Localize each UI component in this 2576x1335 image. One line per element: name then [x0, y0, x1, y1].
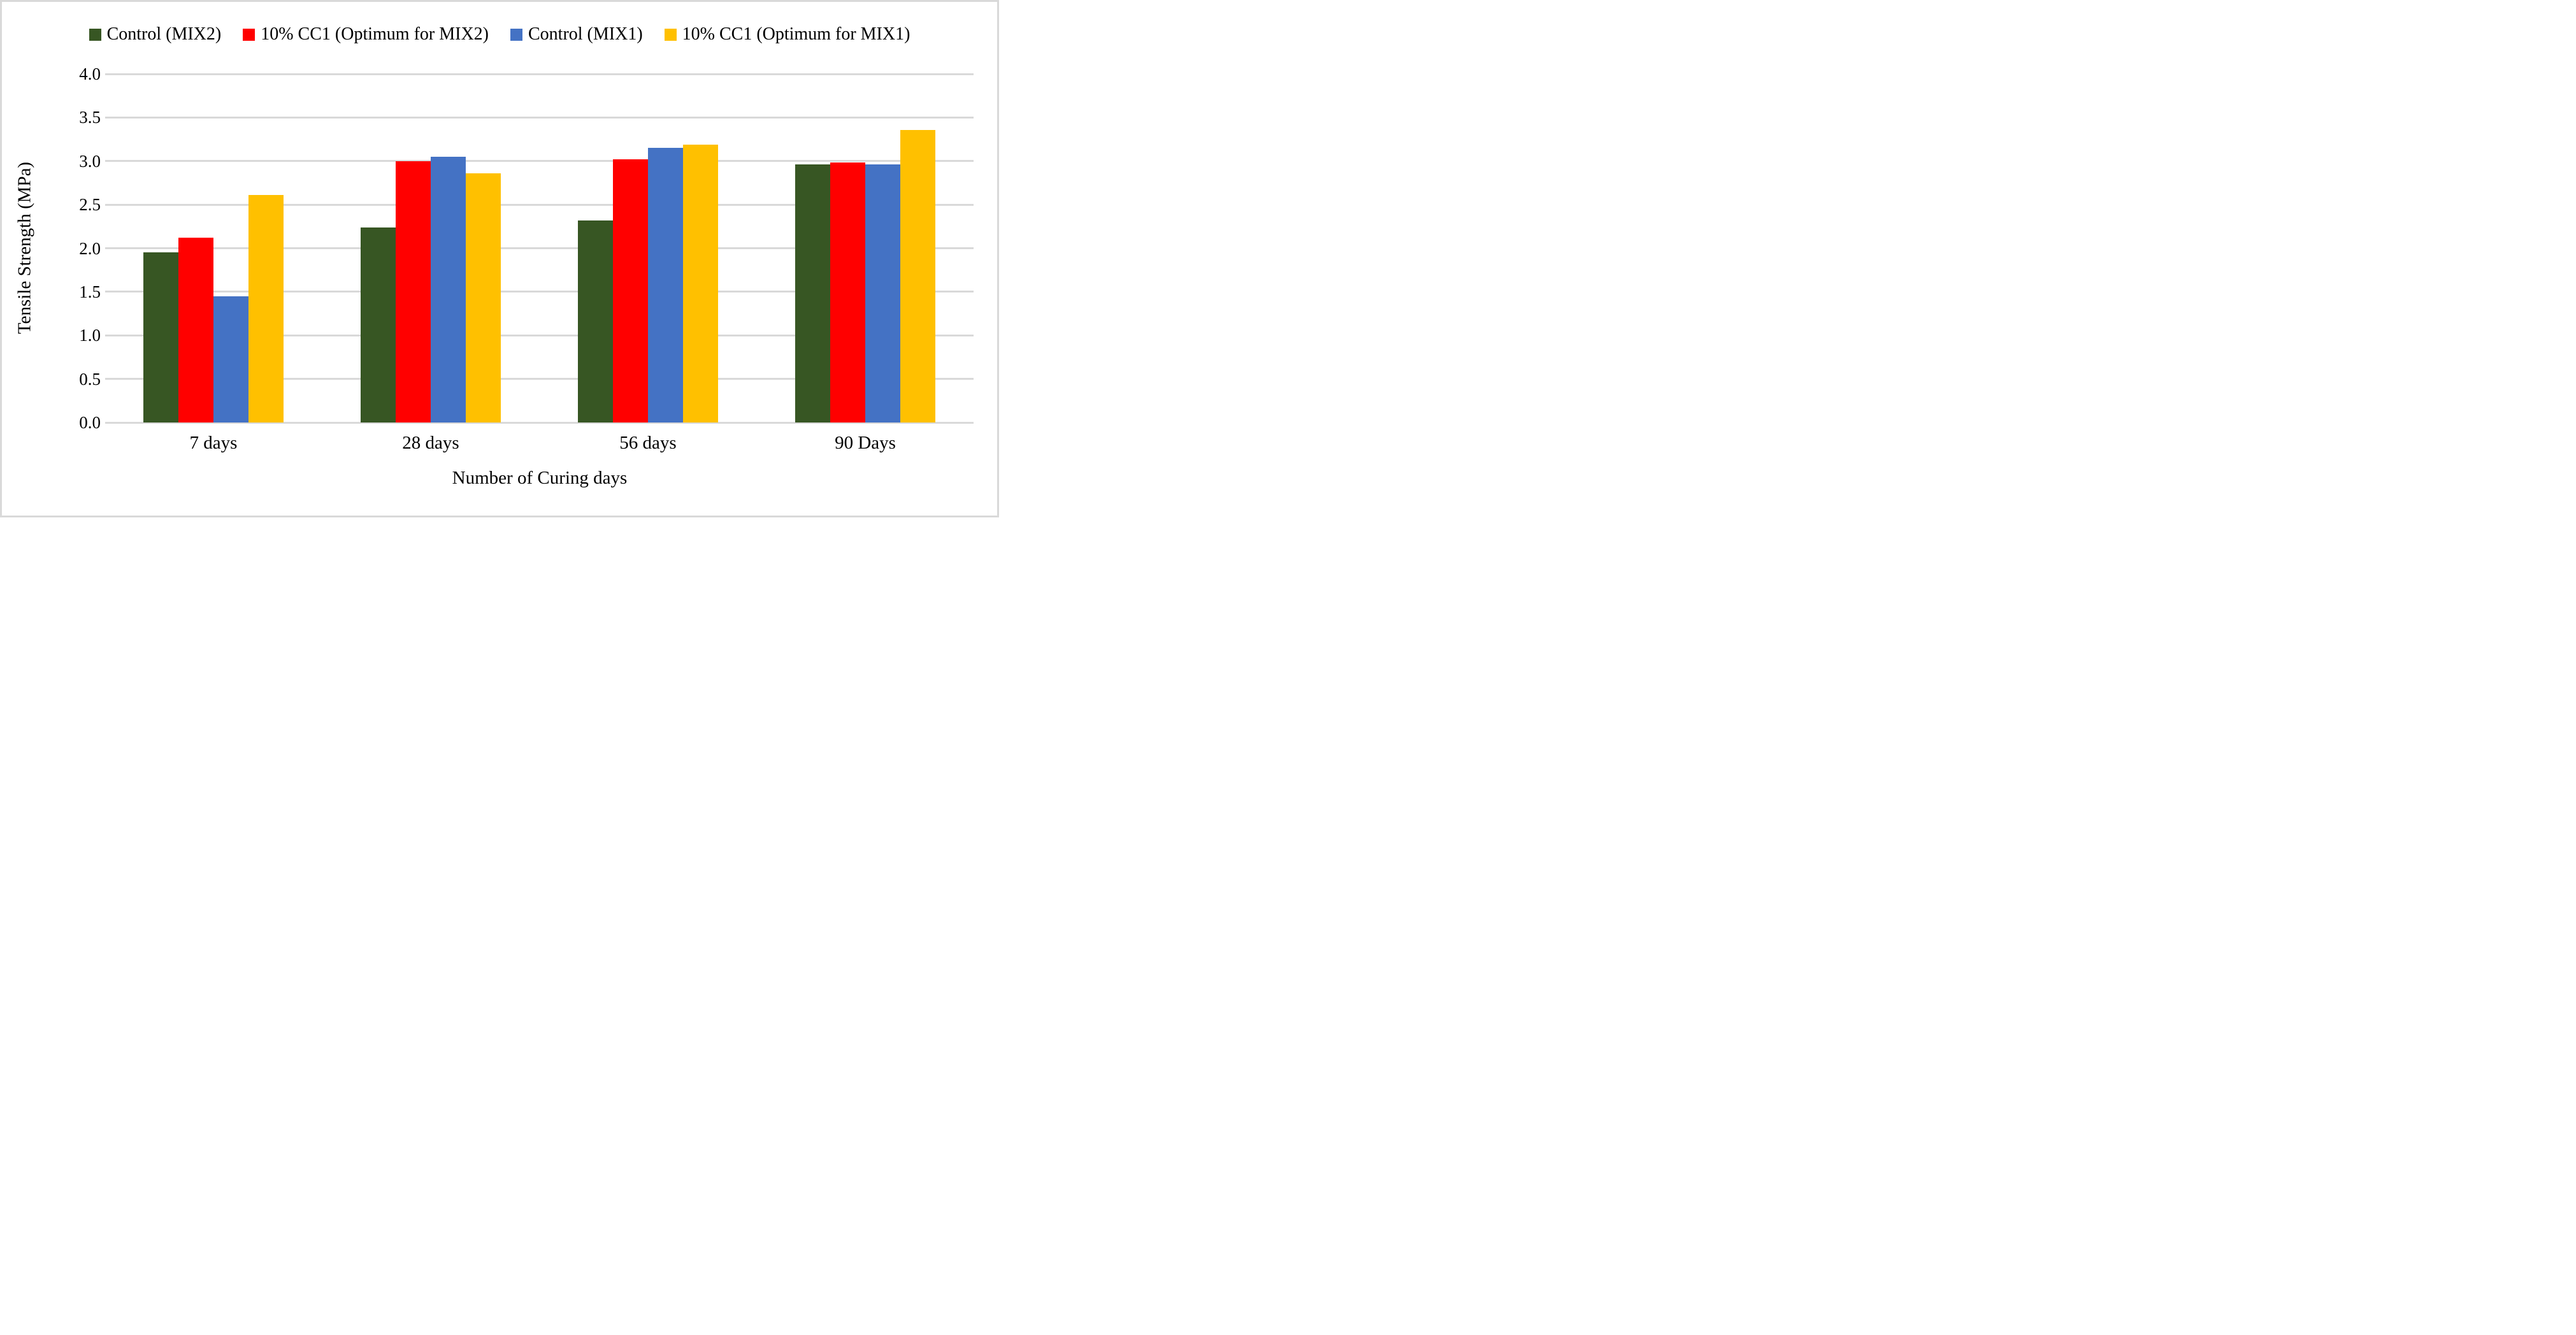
legend-item: Control (MIX1) [510, 24, 643, 45]
bar [648, 148, 683, 422]
bar [178, 238, 213, 422]
bar [865, 164, 900, 422]
bar [431, 157, 466, 422]
legend-color-swatch-icon [89, 28, 101, 41]
gridline [105, 378, 974, 380]
y-axis-tick-label: 2.5 [79, 195, 101, 214]
bar [143, 252, 178, 422]
gridline [105, 73, 974, 75]
bar [361, 227, 396, 422]
bar [578, 220, 613, 422]
gridline [105, 204, 974, 206]
x-axis-category-label: 90 Days [835, 433, 896, 453]
gridline [105, 335, 974, 336]
legend-color-swatch-icon [664, 28, 677, 41]
legend-item: 10% CC1 (Optimum for MIX2) [243, 24, 489, 45]
x-axis-category-label: 28 days [402, 433, 459, 453]
legend-color-swatch-icon [510, 28, 522, 41]
y-axis-tick-label: 3.5 [79, 108, 101, 127]
legend-label: Control (MIX2) [106, 24, 222, 44]
bar [613, 159, 648, 422]
legend-label: Control (MIX1) [528, 24, 643, 44]
y-axis-tick-label: 1.5 [79, 282, 101, 301]
y-axis-tick-label: 1.0 [79, 326, 101, 345]
bar [466, 173, 501, 422]
y-axis-tick-label: 0.0 [79, 413, 101, 432]
legend-label: 10% CC1 (Optimum for MIX1) [682, 24, 910, 44]
y-axis-tick-label: 3.0 [79, 152, 101, 171]
legend-item: 10% CC1 (Optimum for MIX1) [664, 24, 910, 45]
bar [900, 130, 935, 422]
bar [396, 161, 431, 422]
gridline [105, 160, 974, 162]
y-axis-tick-label: 0.5 [79, 370, 101, 389]
legend-item: Control (MIX2) [89, 24, 222, 45]
chart-legend: Control (MIX2) 10% CC1 (Optimum for MIX2)… [2, 24, 997, 45]
gridline [105, 247, 974, 249]
legend-label: 10% CC1 (Optimum for MIX2) [261, 24, 489, 44]
bar [683, 145, 718, 422]
bar [248, 195, 284, 422]
x-axis-category-label: 7 days [189, 433, 238, 453]
bar [213, 296, 248, 422]
gridline [105, 291, 974, 292]
bar-chart-figure: Control (MIX2) 10% CC1 (Optimum for MIX2)… [0, 0, 999, 517]
bar [795, 164, 830, 422]
y-axis-tick-label: 4.0 [79, 64, 101, 83]
legend-color-swatch-icon [243, 28, 255, 41]
gridline [105, 117, 974, 119]
x-axis-title: Number of Curing days [452, 468, 628, 488]
y-axis-tick-label: 2.0 [79, 239, 101, 258]
x-axis-category-label: 56 days [619, 433, 677, 453]
bar [830, 162, 865, 422]
gridline [105, 422, 974, 424]
